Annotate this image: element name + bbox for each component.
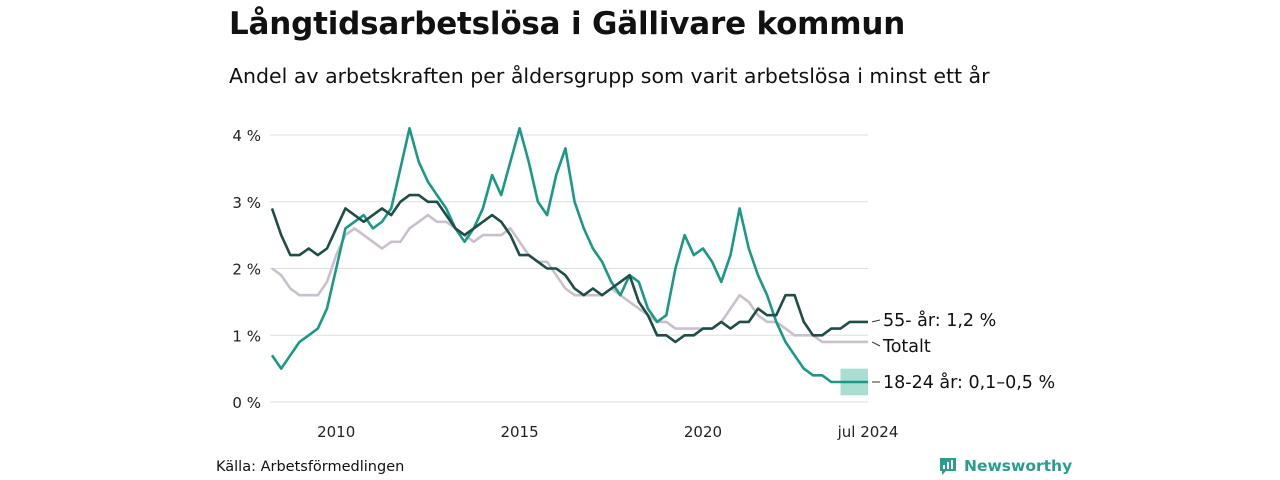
y-tick-label: 3 % bbox=[232, 194, 261, 212]
brand-name: Newsworthy bbox=[964, 457, 1073, 475]
y-tick-label: 4 % bbox=[232, 127, 261, 145]
series-end-label: 55- år: 1,2 % bbox=[883, 310, 996, 331]
x-tick-label: 2020 bbox=[684, 423, 722, 441]
x-tick-label: 2010 bbox=[317, 423, 355, 441]
label-leader bbox=[871, 341, 881, 347]
series-line-18-24-r bbox=[270, 127, 868, 384]
y-tick-label: 0 % bbox=[232, 394, 261, 412]
y-tick-label: 2 % bbox=[232, 261, 261, 279]
series-line-totalt bbox=[271, 213, 868, 344]
series-line-55-r bbox=[270, 193, 868, 344]
series-end-label: Totalt bbox=[882, 337, 931, 357]
newsworthy-logo-icon bbox=[940, 458, 956, 475]
brand-logo: Newsworthy bbox=[938, 456, 1072, 476]
chart-title: Långtidsarbetslösa i Gällivare kommun bbox=[229, 6, 906, 42]
series-end-label: 18-24 år: 0,1–0,5 % bbox=[883, 372, 1055, 393]
x-tick-label: jul 2024 bbox=[837, 423, 899, 441]
chart-subtitle: Andel av arbetskraften per åldersgrupp s… bbox=[229, 64, 990, 88]
y-tick-label: 1 % bbox=[232, 327, 261, 345]
x-tick-label: 2015 bbox=[500, 423, 538, 441]
label-leader bbox=[871, 319, 881, 323]
source-note: Källa: Arbetsförmedlingen bbox=[216, 459, 405, 475]
